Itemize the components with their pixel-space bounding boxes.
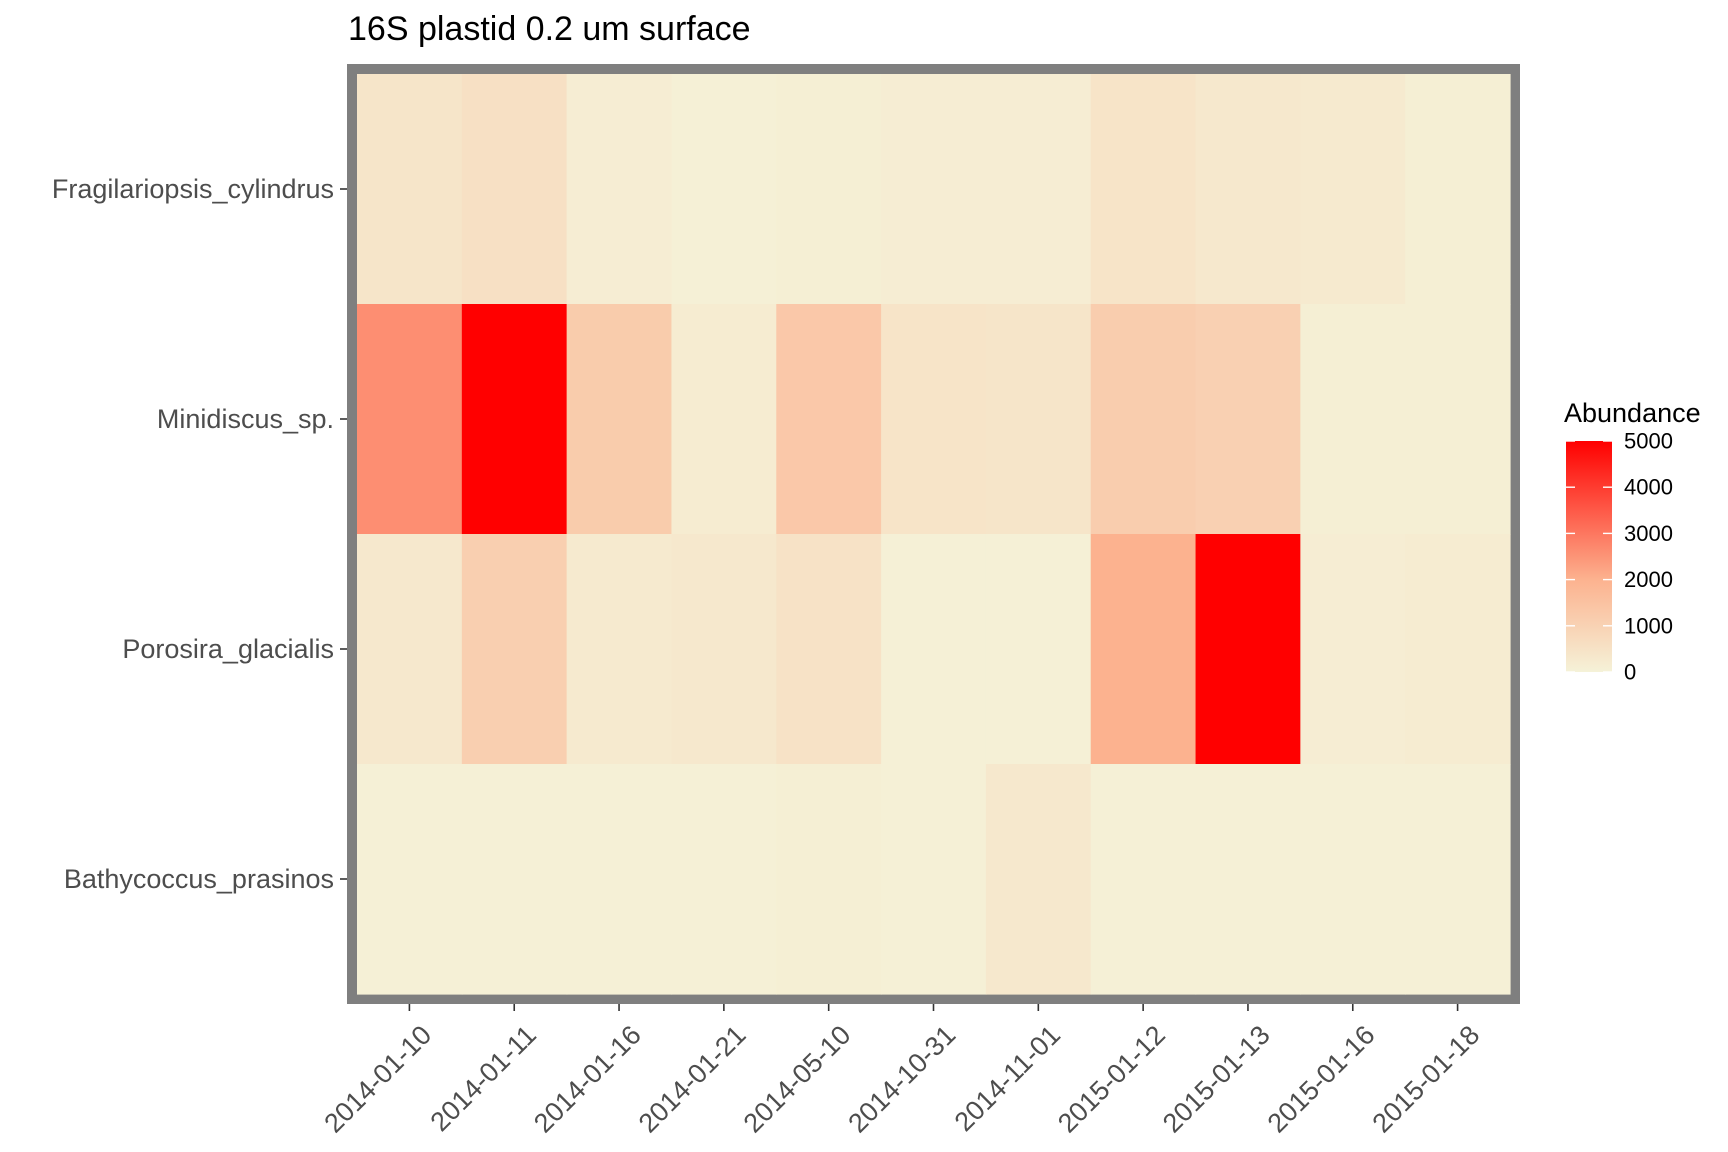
heatmap-cell [776, 304, 882, 535]
y-tick-label: Fragilariopsis_cylindrus [52, 174, 334, 204]
heatmap-cell [985, 764, 1092, 995]
heatmap-cell [671, 534, 777, 765]
heatmap-cell [776, 764, 882, 995]
x-tick-label: 2014-10-31 [842, 1020, 961, 1139]
legend-tick-label: 2000 [1624, 567, 1673, 592]
heatmap-cell [985, 534, 1092, 765]
heatmap-cell [1195, 534, 1301, 765]
legend-tick-label: 5000 [1624, 429, 1673, 454]
x-tick-label: 2014-05-10 [738, 1020, 857, 1139]
heatmap-cell [1405, 304, 1511, 535]
legend-ticks: 0 1000 2000 3000 4000 5000 [1566, 429, 1673, 685]
heatmap-cell [461, 534, 568, 765]
heatmap-cell [1300, 764, 1406, 995]
legend-colorbar [1566, 441, 1612, 672]
heatmap-cell [1405, 534, 1511, 765]
heatmap-cell [461, 74, 568, 305]
heatmap-cell [1090, 74, 1197, 305]
y-axis: Fragilariopsis_cylindrus Minidiscus_sp. Po… [52, 174, 347, 894]
heatmap-cell [357, 304, 463, 535]
heatmap-cell [1300, 304, 1406, 535]
heatmap-cell [357, 74, 463, 305]
y-tick-label: Bathycoccus_prasinos [64, 864, 334, 894]
heatmap-cell [881, 764, 987, 995]
heatmap-cell [1300, 74, 1406, 305]
heatmap-cell [566, 764, 673, 995]
x-tick-label: 2014-01-16 [528, 1020, 647, 1139]
legend-tick-label: 1000 [1624, 613, 1673, 638]
legend: Abundance 0 1000 2000 3000 4000 5000 [1564, 398, 1701, 685]
heatmap-cell [881, 304, 987, 535]
heatmap-cell [566, 534, 673, 765]
heatmap-cell [776, 534, 882, 765]
x-axis: 2014-01-102014-01-112014-01-162014-01-21… [318, 1004, 1485, 1138]
legend-tick-label: 0 [1624, 660, 1636, 685]
chart-title: 16S plastid 0.2 um surface [348, 10, 751, 48]
heatmap-cell [671, 74, 777, 305]
x-tick-label: 2014-01-11 [425, 1020, 542, 1137]
heatmap-cell [1405, 764, 1511, 995]
heatmap-cell [881, 534, 987, 765]
heatmap-cell [776, 74, 882, 305]
x-tick-label: 2014-01-21 [633, 1020, 752, 1139]
y-tick-label: Porosira_glacialis [122, 634, 334, 664]
legend-title: Abundance [1564, 398, 1701, 428]
heatmap-cell [1405, 74, 1511, 305]
x-tick-label: 2014-01-10 [318, 1020, 437, 1139]
heatmap-cell [1090, 304, 1197, 535]
heatmap-cell [566, 304, 673, 535]
heatmap-cells [357, 74, 1511, 995]
heatmap-cell [985, 304, 1092, 535]
heatmap-cell [1090, 764, 1197, 995]
heatmap-cell [671, 764, 777, 995]
x-tick-label: 2014-11-01 [949, 1020, 1066, 1137]
x-tick-label: 2015-01-13 [1157, 1020, 1276, 1139]
heatmap-cell [357, 534, 463, 765]
heatmap-cell [357, 764, 463, 995]
y-tick-label: Minidiscus_sp. [157, 404, 334, 434]
heatmap-cell [1195, 764, 1301, 995]
legend-tick-label: 3000 [1624, 521, 1673, 546]
heatmap-cell [1090, 534, 1197, 765]
heatmap-cell [671, 304, 777, 535]
heatmap-cell [461, 304, 568, 535]
x-tick-label: 2015-01-16 [1262, 1020, 1381, 1139]
heatmap-cell [461, 764, 568, 995]
legend-tick-label: 4000 [1624, 475, 1673, 500]
x-tick-label: 2015-01-12 [1052, 1020, 1171, 1139]
heatmap-cell [1300, 534, 1406, 765]
x-tick-label: 2015-01-18 [1367, 1020, 1486, 1139]
heatmap-cell [881, 74, 987, 305]
heatmap-cell [985, 74, 1092, 305]
heatmap-cell [566, 74, 673, 305]
heatmap-cell [1195, 304, 1301, 535]
heatmap-cell [1195, 74, 1301, 305]
